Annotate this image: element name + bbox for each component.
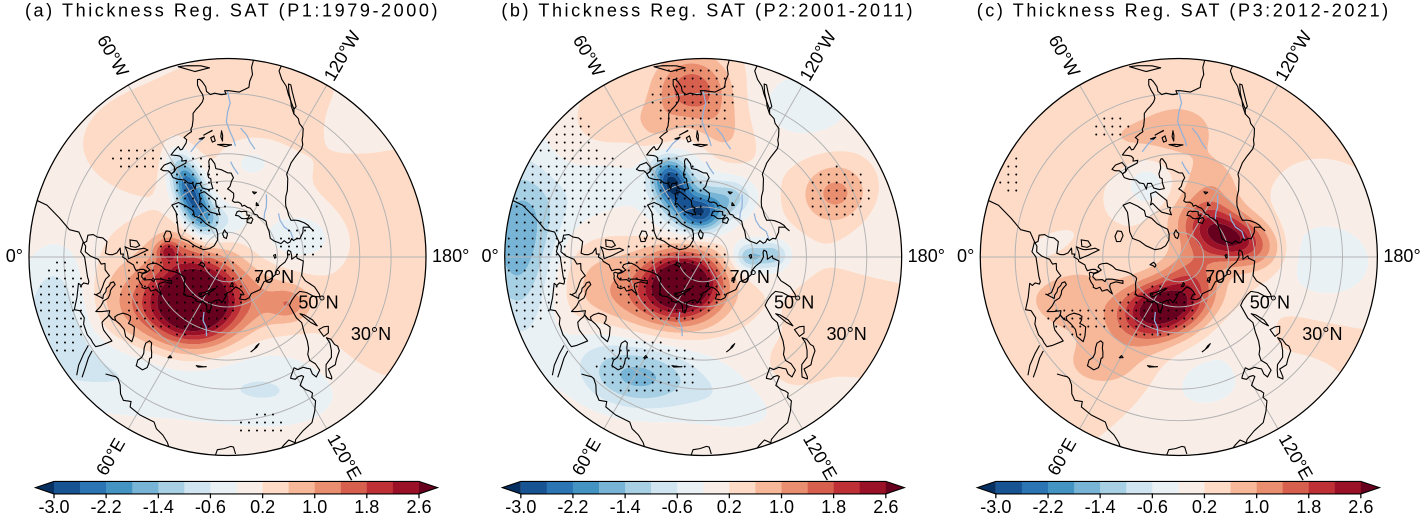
svg-text:(c) Thickness Reg. SAT (P3:201: (c) Thickness Reg. SAT (P3:2012-2021) — [977, 1, 1391, 21]
svg-text:0.2: 0.2 — [1192, 497, 1217, 517]
svg-text:0°: 0° — [6, 246, 23, 266]
svg-text:-0.6: -0.6 — [195, 497, 226, 517]
svg-text:1.8: 1.8 — [1296, 497, 1321, 517]
svg-text:-0.6: -0.6 — [1137, 497, 1168, 517]
svg-text:-3.0: -3.0 — [980, 497, 1011, 517]
svg-text:0.2: 0.2 — [250, 497, 275, 517]
svg-text:-3.0: -3.0 — [38, 497, 69, 517]
svg-text:180°: 180° — [432, 246, 469, 266]
svg-text:1.8: 1.8 — [821, 497, 846, 517]
svg-text:1.0: 1.0 — [1244, 497, 1269, 517]
svg-text:1.8: 1.8 — [354, 497, 379, 517]
svg-text:50°N: 50°N — [774, 293, 814, 313]
svg-text:50°N: 50°N — [1250, 293, 1290, 313]
svg-text:2.6: 2.6 — [873, 497, 898, 517]
svg-text:2.6: 2.6 — [1348, 497, 1373, 517]
svg-text:180°: 180° — [1383, 246, 1420, 266]
svg-text:0.2: 0.2 — [717, 497, 742, 517]
svg-text:50°N: 50°N — [298, 293, 338, 313]
svg-text:1.0: 1.0 — [302, 497, 327, 517]
svg-text:(a) Thickness Reg. SAT (P1:197: (a) Thickness Reg. SAT (P1:1979-2000) — [25, 1, 440, 21]
svg-text:-1.4: -1.4 — [143, 497, 174, 517]
svg-text:180°: 180° — [908, 246, 945, 266]
svg-text:-2.2: -2.2 — [1033, 497, 1064, 517]
svg-text:0°: 0° — [481, 246, 498, 266]
svg-text:70°N: 70°N — [730, 267, 770, 287]
svg-text:-1.4: -1.4 — [610, 497, 641, 517]
svg-text:1.0: 1.0 — [769, 497, 794, 517]
svg-text:-3.0: -3.0 — [505, 497, 536, 517]
svg-text:30°N: 30°N — [351, 324, 391, 344]
svg-text:2.6: 2.6 — [406, 497, 431, 517]
svg-text:-1.4: -1.4 — [1085, 497, 1116, 517]
svg-text:30°N: 30°N — [1302, 324, 1342, 344]
svg-text:70°N: 70°N — [1205, 267, 1245, 287]
svg-text:0°: 0° — [957, 246, 974, 266]
svg-text:(b) Thickness Reg. SAT (P2:200: (b) Thickness Reg. SAT (P2:2001-2011) — [501, 1, 915, 21]
svg-text:70°N: 70°N — [254, 267, 294, 287]
svg-text:-2.2: -2.2 — [91, 497, 122, 517]
svg-text:-0.6: -0.6 — [662, 497, 693, 517]
svg-text:-2.2: -2.2 — [557, 497, 588, 517]
svg-text:30°N: 30°N — [827, 324, 867, 344]
